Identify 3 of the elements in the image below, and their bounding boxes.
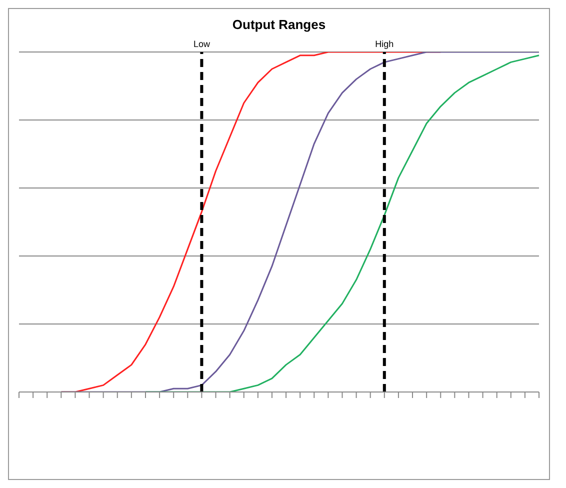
text: High xyxy=(375,39,394,49)
text: Low xyxy=(193,39,210,49)
chart-title: Output Ranges xyxy=(231,17,327,32)
